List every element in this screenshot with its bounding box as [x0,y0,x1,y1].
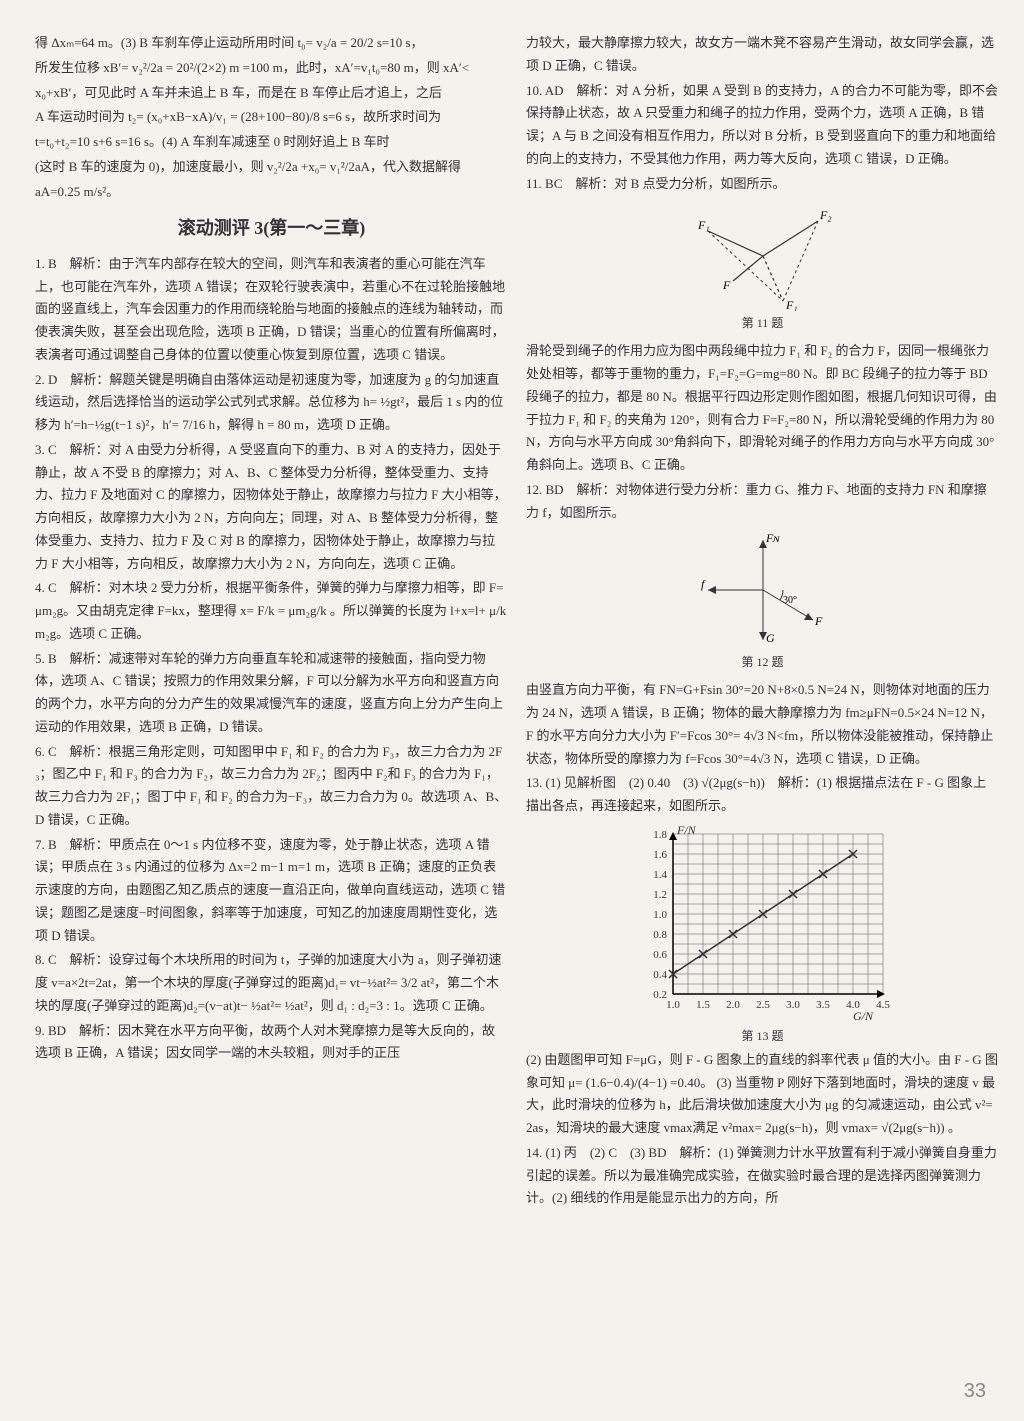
svg-text:1.0: 1.0 [666,999,680,1011]
svg-text:Fɴ: Fɴ [765,531,780,545]
q5: 5. B 解析：减速带对车轮的弹力方向垂直车轮和减速带的接触面，指向受力物体，选… [35,648,508,739]
fig11-caption: 第 11 题 [526,313,999,334]
figure-11: F₂ F₁ F F₁ 第 11 题 [526,201,999,334]
q11-header: 11. BC 解析：对 B 点受力分析，如图所示。 [526,173,999,196]
fig11-svg: F₂ F₁ F F₁ [688,201,838,311]
q2: 2. D 解析：解题关键是明确自由落体运动是初速度为零，加速度为 g 的匀加速直… [35,369,508,437]
q1: 1. B 解析：由于汽车内部存在较大的空间，则汽车和表演者的重心可能在汽车上，也… [35,253,508,367]
figure-13-chart: 1.01.52.02.53.03.54.04.50.20.40.60.81.01… [633,824,893,1047]
svg-text:4.5: 4.5 [876,999,890,1011]
q8: 8. C 解析：设穿过每个木块所用的时间为 t，子弹的加速度大小为 a，则子弹初… [35,949,508,1017]
q13-header: 13. (1) 见解析图 (2) 0.40 (3) √(2μg(s−h)) 解析… [526,772,999,818]
svg-text:G/N: G/N [852,1009,873,1023]
page-number: 33 [964,1380,986,1403]
q13-body: (2) 由题图甲可知 F=μG，则 F - G 图象上的直线的斜率代表 μ 值的… [526,1049,999,1140]
svg-text:1.0: 1.0 [653,909,667,921]
chart-svg: 1.01.52.02.53.03.54.04.50.20.40.60.81.01… [633,824,893,1024]
left-column: 得 Δxₘ=64 m。(3) B 车刹车停止运动所用时间 t₀= v₂/a = … [35,30,508,1212]
q12-body: 由竖直方向力平衡，有 FN=G+Fsin 30°=20 N+8×0.5 N=24… [526,679,999,770]
svg-text:3.5: 3.5 [816,999,830,1011]
svg-text:F: F [722,278,731,292]
svg-text:30°: 30° [783,595,797,606]
fig13-caption: 第 13 题 [633,1026,893,1047]
svg-text:1.5: 1.5 [696,999,710,1011]
q11-body: 滑轮受到绳子的作用力应为图中两段绳中拉力 F₁ 和 F₂ 的合力 F，因同一根绳… [526,340,999,477]
svg-text:2.0: 2.0 [726,999,740,1011]
q10: 10. AD 解析：对 A 分析，如果 A 受到 B 的支持力，A 的合力不可能… [526,80,999,171]
text-line: x₀+xB′，可见此时 A 车并未追上 B 车，而是在 B 车停止后才追上，之后 [35,82,508,105]
svg-text:G: G [766,631,775,645]
text-line: 得 Δxₘ=64 m。(3) B 车刹车停止运动所用时间 t₀= v₂/a = … [35,32,508,55]
svg-text:0.6: 0.6 [653,949,667,961]
q6: 6. C 解析：根据三角形定则，可知图甲中 F₁ 和 F₂ 的合力为 F₃，故三… [35,741,508,832]
svg-text:1.4: 1.4 [653,869,667,881]
svg-text:F₂: F₂ [819,208,832,222]
q12-header: 12. BD 解析：对物体进行受力分析：重力 G、推力 F、地面的支持力 FN … [526,479,999,525]
fig12-caption: 第 12 题 [526,652,999,673]
q7: 7. B 解析：甲质点在 0～1 s 内位移不变，速度为零，处于静止状态，选项 … [35,834,508,948]
svg-text:F₁: F₁ [785,298,798,311]
section-title: 滚动测评 3(第一～三章) [35,213,508,245]
q4: 4. C 解析：对木块 2 受力分析，根据平衡条件，弹簧的弹力与摩擦力相等，即 … [35,577,508,645]
svg-text:f: f [701,577,706,591]
svg-text:1.8: 1.8 [653,829,667,841]
figure-12: Fɴ f F G 30° 第 12 题 [526,530,999,673]
svg-text:2.5: 2.5 [756,999,770,1011]
svg-text:F: F [814,614,823,628]
text-line: (这时 B 车的速度为 0)，加速度最小，则 v₂²/2a +x₀= v₁²/2… [35,156,508,179]
q14: 14. (1) 丙 (2) C (3) BD 解析：(1) 弹簧测力计水平放置有… [526,1142,999,1210]
text-line: aA=0.25 m/s²。 [35,181,508,204]
svg-text:3.0: 3.0 [786,999,800,1011]
text-line: 所发生位移 xB′= v₂²/2a = 20²/(2×2) m =100 m，此… [35,57,508,80]
svg-text:0.4: 0.4 [653,969,667,981]
text-line: 力较大，最大静摩擦力较大，故女方一端木凳不容易产生滑动，故女同学会赢，选项 D … [526,32,999,78]
text-line: A 车运动时间为 t₂= (x₀+xB−xA)/v₁ = (28+100−80)… [35,106,508,129]
svg-text:0.8: 0.8 [653,929,667,941]
svg-text:1.2: 1.2 [653,889,667,901]
svg-text:1.6: 1.6 [653,849,667,861]
q3: 3. C 解析：对 A 由受力分析得，A 受竖直向下的重力、B 对 A 的支持力… [35,439,508,576]
svg-text:F₁: F₁ [697,218,710,232]
right-column: 力较大，最大静摩擦力较大，故女方一端木凳不容易产生滑动，故女同学会赢，选项 D … [526,30,999,1212]
text-line: t=t₀+t₂=10 s+6 s=16 s。(4) A 车刹车减速至 0 时刚好… [35,131,508,154]
svg-text:F/N: F/N [676,824,697,837]
svg-text:0.2: 0.2 [653,989,667,1001]
q9: 9. BD 解析：因木凳在水平方向平衡，故两个人对木凳摩擦力是等大反向的，故选项… [35,1020,508,1066]
fig12-svg: Fɴ f F G 30° [693,530,833,650]
